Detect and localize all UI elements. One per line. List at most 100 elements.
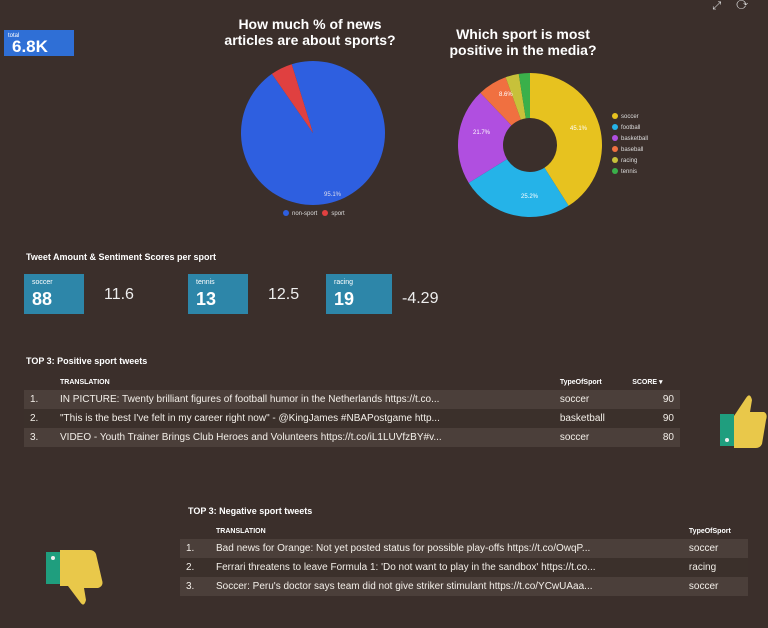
donut-slice-label: 8.6% [499,92,513,98]
donut-title: Which sport is most positive in the medi… [438,26,608,58]
row-index: 3. [180,577,210,596]
pie1-slice-label: 95.1% [324,192,342,198]
row-index: 1. [180,539,210,558]
legend-dot [612,135,618,142]
legend-item-baseball: baseball [612,145,648,156]
row-translation: IN PICTURE: Twenty brilliant figures of … [54,390,554,409]
legend-label: baseball [621,147,644,153]
donut-title-line2: positive in the media? [449,42,597,58]
col-translation[interactable]: TRANSLATION [216,528,266,535]
sport-card-count: 19 [334,289,355,309]
table-row[interactable]: 3. Soccer: Peru's doctor says team did n… [180,577,748,596]
toolbar-icons[interactable]: ⤢ ⟳ [712,0,754,12]
legend-label: football [621,125,641,131]
row-translation: Bad news for Orange: Not yet posted stat… [210,539,683,558]
table-header: TRANSLATION TypeOfSport [180,524,748,539]
pie-chart-sport-share: 95.1% [241,61,385,205]
table-row[interactable]: 2. "This is the best I've felt in my car… [24,409,680,428]
sport-card-racing: racing 19 [326,274,392,314]
legend-dot [612,157,618,164]
pie-slice-racing [505,73,526,120]
col-score[interactable]: SCORE ▾ [632,379,663,386]
sport-card-count: 13 [196,289,217,309]
positive-tweets-table: TRANSLATION TypeOfSport SCORE ▾ 1. IN PI… [24,374,680,447]
legend-label: basketball [621,136,649,142]
row-type: racing [682,558,748,577]
col-type-of-sport[interactable]: TypeOfSport [559,378,602,386]
thumbs-up-icon [720,395,767,448]
row-index: 2. [180,558,210,577]
pie1-legend: non-sport sport [283,210,345,217]
sport-card-tennis: tennis 13 [188,274,248,314]
total-label: total [8,33,20,39]
donut-slice-label: 45.1% [570,126,588,132]
pie-slice-basketball [458,92,512,183]
donut-slice-label: 25.2% [521,194,539,200]
col-type-of-sport[interactable]: TypeOfSport [688,528,731,535]
row-translation: Ferrari threatens to leave Formula 1: 'D… [210,558,683,577]
donut-legend: soccer football basketball baseball racing te… [612,112,648,178]
donut-slice-label: 21.7% [473,130,491,136]
pie1-title-line1: How much % of news [238,16,382,32]
legend-label: soccer [621,114,639,120]
row-type: basketball [553,409,627,428]
row-index: 2. [24,409,54,428]
thumbs-down-icon [46,550,103,605]
row-type: soccer [682,539,748,558]
pie-slice-baseball [480,77,521,126]
legend-item-basketball: basketball [612,134,648,145]
row-index: 1. [24,390,54,409]
row-score: 80 [626,428,680,447]
positive-tweets-title: TOP 3: Positive sport tweets [26,356,148,366]
legend-dot [612,124,618,131]
row-translation: "This is the best I've felt in my career… [54,409,554,428]
pie1-title: How much % of news articles are about sp… [205,16,415,48]
sport-card-count: 88 [32,289,53,309]
donut-title-line1: Which sport is most [456,26,590,42]
negative-tweets-table: TRANSLATION TypeOfSport 1. Bad news for … [180,524,748,596]
table-header: TRANSLATION TypeOfSport SCORE ▾ [24,374,680,390]
legend-dot [612,168,618,175]
row-index: 3. [24,428,54,447]
legend-item-non-sport: non-sport [283,210,317,217]
legend-item-football: football [612,123,648,134]
row-type: soccer [553,390,627,409]
row-type: soccer [553,428,627,447]
sport-card-soccer: soccer 88 [24,274,84,314]
pie-slice-tennis [518,73,530,119]
sport-score-soccer: 11.6 [104,286,134,303]
sport-score-racing: -4.29 [402,290,439,307]
pie-slice-soccer [530,73,602,206]
sport-card-label: soccer [32,279,53,286]
legend-label: tennis [621,169,638,175]
table-row[interactable]: 1. IN PICTURE: Twenty brilliant figures … [24,390,680,409]
row-type: soccer [682,577,748,596]
donut-chart-sport-sentiment: 8.6% 21.7% 45.1% 25.2% [458,73,602,218]
table-row[interactable]: 3. VIDEO - Youth Trainer Brings Club Her… [24,428,680,447]
total-scorecard: total 6.8K [4,30,74,56]
legend-dot [612,113,618,120]
pie-slice-football [468,159,569,218]
legend-item-soccer: soccer [612,112,648,123]
negative-tweets-title: TOP 3: Negative sport tweets [188,506,313,516]
row-translation: Soccer: Peru's doctor says team did not … [210,577,683,596]
legend-dot [612,146,618,153]
sport-score-tennis: 12.5 [268,286,300,303]
legend-item-racing: racing [612,156,648,167]
row-score: 90 [626,409,680,428]
legend-item-sport: sport [322,210,345,217]
table-row[interactable]: 1. Bad news for Orange: Not yet posted s… [180,539,748,558]
total-value: 6.8K [12,37,48,56]
pie1-title-line2: articles are about sports? [224,32,396,48]
sport-card-label: racing [334,279,354,286]
legend-label: racing [621,158,638,164]
col-translation[interactable]: TRANSLATION [60,378,110,386]
row-score: 90 [626,390,680,409]
table-row[interactable]: 2. Ferrari threatens to leave Formula 1:… [180,558,748,577]
pie-slice-non-sport [241,61,385,205]
pie-slice-sport [271,64,313,133]
tweet-section-title: Tweet Amount & Sentiment Scores per spor… [26,252,217,262]
sport-card-label: tennis [196,279,215,286]
legend-item-tennis: tennis [612,167,648,178]
row-translation: VIDEO - Youth Trainer Brings Club Heroes… [54,428,554,447]
